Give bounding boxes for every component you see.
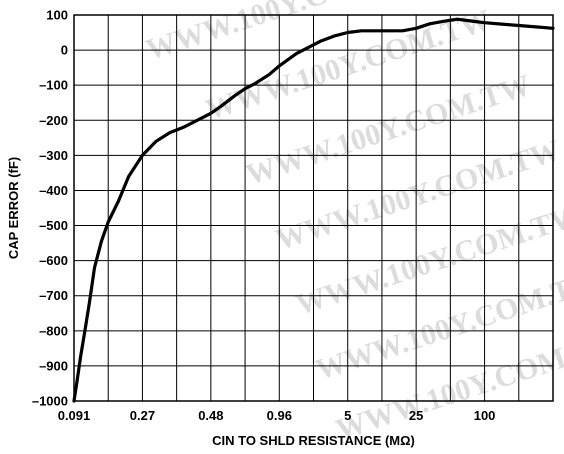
y-tick-label: –100	[39, 78, 68, 93]
y-axis-label: CAP ERROR (fF)	[6, 157, 21, 259]
x-tick-label: 0.48	[198, 408, 223, 423]
grid-layer	[74, 15, 553, 401]
watermark-layer: WWW.100Y.COM.TWWWW.100Y.COM.TWWWW.100Y.C…	[142, 0, 564, 447]
y-tick-label: –300	[39, 148, 68, 163]
x-tick-label: 0.27	[130, 408, 155, 423]
x-tick-label: 0.96	[267, 408, 292, 423]
y-tick-label: 100	[46, 8, 68, 23]
series-layer	[72, 17, 555, 403]
x-tick-label: 5	[344, 408, 351, 423]
y-tick-label: –900	[39, 358, 68, 373]
x-tick-labels: 0.091 0.27 0.48 0.96 5 25 100	[58, 408, 496, 423]
x-tick-label: 100	[474, 408, 496, 423]
y-tick-label: –700	[39, 288, 68, 303]
x-axis-label: CIN TO SHLD RESISTANCE (MΩ)	[212, 433, 415, 448]
y-tick-label: –600	[39, 253, 68, 268]
y-tick-label: –400	[39, 183, 68, 198]
cap-error-curve	[72, 17, 555, 403]
x-tick-label: 0.091	[58, 408, 91, 423]
y-tick-labels: 100 0 –100 –200 –300 –400 –500 –600 –700 –800 –900…	[32, 8, 68, 409]
plot-frame	[73, 14, 554, 402]
y-tick-label: –800	[39, 323, 68, 338]
y-tick-label: 0	[61, 43, 68, 58]
x-tick-label: 25	[409, 408, 423, 423]
y-tick-label: –500	[39, 218, 68, 233]
y-tick-label: –200	[39, 113, 68, 128]
y-tick-label: –1000	[32, 394, 68, 409]
